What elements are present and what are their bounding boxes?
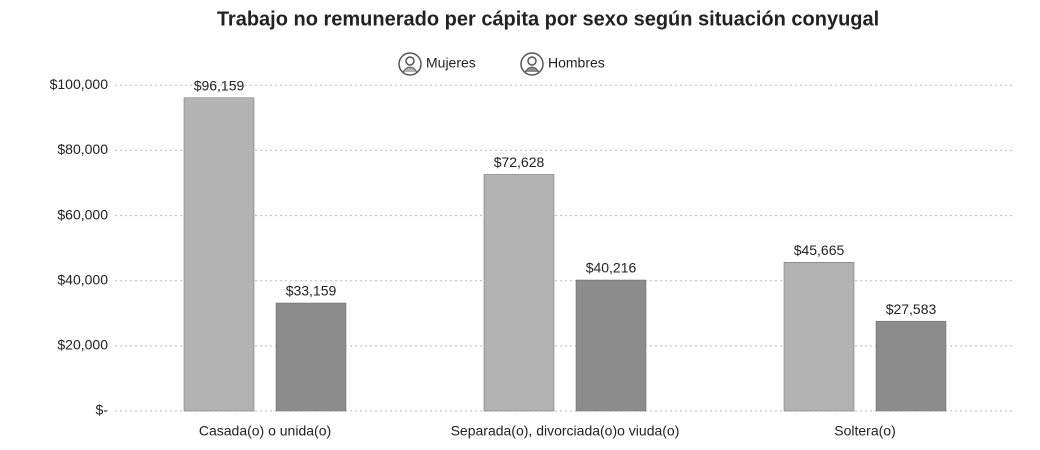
legend-icon-head — [527, 56, 537, 66]
y-tick-label: $40,000 — [57, 271, 108, 287]
legend-icon-head — [405, 56, 415, 66]
chart-title: Trabajo no remunerado per cápita por sex… — [217, 8, 879, 30]
legend-icon-body — [402, 66, 418, 73]
y-tick-label: $- — [96, 402, 109, 418]
x-tick-label: Soltera(o) — [834, 423, 895, 439]
bar — [783, 262, 855, 412]
legend-icon-body — [524, 66, 540, 73]
bar — [275, 302, 347, 412]
y-tick-label: $80,000 — [57, 141, 108, 157]
bar — [183, 97, 255, 412]
legend-label: Hombres — [548, 55, 605, 71]
bar — [483, 174, 555, 412]
value-label: $33,159 — [286, 283, 337, 299]
value-label: $72,628 — [494, 154, 545, 170]
value-label: $27,583 — [886, 301, 937, 317]
value-label: $96,159 — [194, 77, 245, 93]
bar — [875, 320, 947, 412]
bar — [575, 279, 647, 412]
legend-label: Mujeres — [426, 55, 476, 71]
y-tick-label: $100,000 — [50, 76, 109, 92]
x-tick-label: Casada(o) o unida(o) — [199, 423, 331, 439]
y-tick-label: $20,000 — [57, 337, 108, 353]
value-label: $40,216 — [586, 260, 637, 276]
x-tick-label: Separada(o), divorciada(o)o viuda(o) — [451, 423, 680, 439]
y-tick-label: $60,000 — [57, 206, 108, 222]
value-label: $45,665 — [794, 242, 845, 258]
